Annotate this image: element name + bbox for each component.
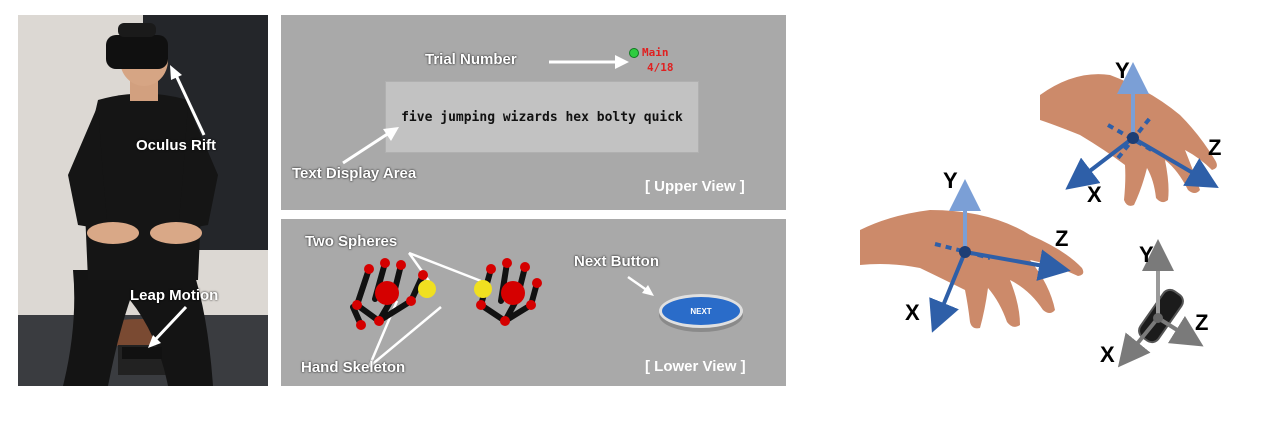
text-display-area: five jumping wizards hex bolty quick	[385, 81, 699, 153]
right-sphere	[474, 280, 492, 298]
status-dot-icon	[629, 48, 639, 58]
right-z-label: Z	[1208, 135, 1221, 160]
lower-view-tag: [ Lower View ]	[645, 358, 746, 375]
next-arrow	[627, 275, 654, 296]
device-x-label: X	[1100, 342, 1115, 367]
oculus-rift-label: Oculus Rift	[136, 137, 217, 154]
mode-label: Main	[642, 46, 669, 59]
lower-view-panel: Two Spheres Next Button NEXT Hand Skelet…	[281, 219, 786, 386]
next-button[interactable]: NEXT	[659, 294, 743, 328]
left-y-label: Y	[943, 168, 958, 193]
left-x-label: X	[905, 300, 920, 325]
trial-number-label: Trial Number	[425, 51, 517, 68]
upper-view-tag: [ Upper View ]	[645, 178, 745, 195]
coordinate-axes-figure: Y Z X Y Z X Y Z X	[860, 58, 1221, 368]
left-hand-image	[860, 210, 1084, 329]
next-button-label: Next Button	[574, 253, 659, 270]
user-photo-panel: Oculus Rift Leap Motion	[18, 15, 268, 386]
upper-view-panel: Trial Number Main 4/18 five jumping wiza…	[281, 15, 786, 210]
device-y-label: Y	[1139, 242, 1154, 267]
leap-motion-label: Leap Motion	[130, 287, 219, 304]
hand-skeleton-label: Hand Skeleton	[301, 359, 406, 376]
user-photo-illustration	[18, 15, 268, 386]
right-x-label: X	[1087, 182, 1102, 207]
device-z-label: Z	[1195, 310, 1208, 335]
trial-arrow	[549, 55, 629, 69]
target-sentence: five jumping wizards hex bolty quick	[401, 109, 683, 125]
right-y-label: Y	[1115, 58, 1130, 83]
left-sphere	[418, 280, 436, 298]
two-spheres-label: Two Spheres	[305, 233, 398, 250]
hand-skeleton-illustration	[350, 251, 542, 367]
left-z-label: Z	[1055, 226, 1068, 251]
text-display-area-label: Text Display Area	[292, 165, 417, 182]
text-area-arrow	[342, 127, 399, 165]
next-button-text: NEXT	[690, 306, 712, 316]
trial-count: 4/18	[647, 61, 674, 74]
